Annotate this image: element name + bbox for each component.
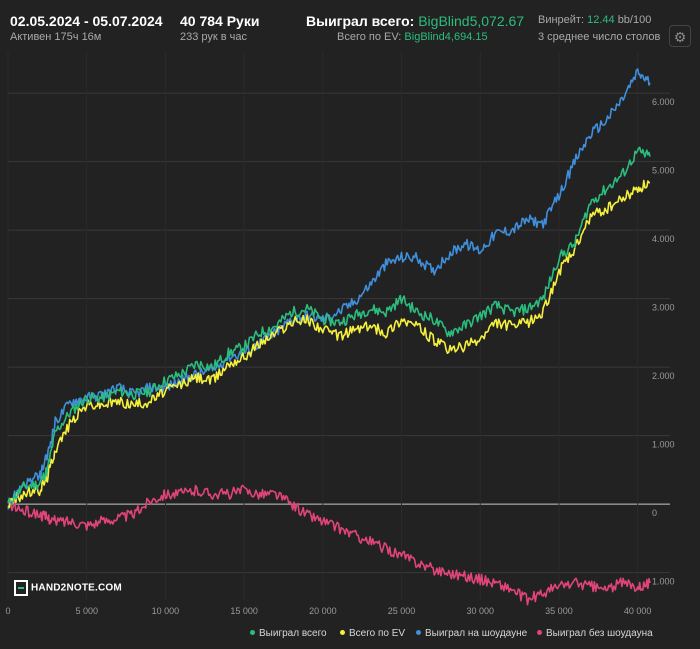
y-tick-label: 0: [652, 508, 657, 518]
gear-icon[interactable]: ⚙: [669, 25, 691, 47]
legend-label: Выиграл всего: [259, 628, 327, 639]
legend-label: Всего по EV: [349, 628, 406, 639]
legend-marker: [250, 629, 255, 635]
won-total: Выиграл всего: BigBlind5,072.67: [306, 13, 524, 29]
y-tick-label: 5.000: [652, 166, 675, 176]
series-line-won: [7, 146, 651, 505]
legend-item-won[interactable]: Выиграл всего: [250, 628, 327, 639]
y-tick-label: 2.000: [652, 371, 675, 381]
series-line-non-showdown: [7, 484, 651, 606]
ev-total-value: BigBlind4,694.15: [404, 31, 488, 43]
y-tick-label: 6.000: [652, 97, 675, 107]
winrate-value: 12.44: [587, 14, 615, 26]
y-tick-label: 3.000: [652, 303, 675, 313]
x-tick-label: 25 000: [388, 606, 416, 616]
winrate: Винрейт: 12.44 bb/100: [538, 14, 651, 26]
ev-total-label: Всего по EV:: [337, 31, 402, 43]
legend-label: Выиграл без шоудауна: [546, 628, 653, 639]
ev-total: Всего по EV: BigBlind4,694.15: [337, 31, 488, 43]
legend-label: Выиграл на шоудауне: [425, 628, 528, 639]
x-tick-label: 0: [5, 606, 10, 616]
winrate-unit: bb/100: [617, 14, 652, 26]
x-tick-label: 5 000: [75, 606, 98, 616]
x-tick-label: 15 000: [230, 606, 258, 616]
avg-tables: 3 среднее число столов: [538, 31, 661, 43]
legend: Выиграл всего Всего по EV Выиграл на шоу…: [0, 628, 700, 644]
header: 02.05.2024 - 05.07.2024 Активен 175ч 16м…: [0, 0, 700, 52]
hand2note-logo: HAND2NOTE.COM: [14, 580, 122, 596]
legend-item-ev[interactable]: Всего по EV: [340, 628, 405, 639]
active-time: Активен 175ч 16м: [10, 31, 102, 43]
logo-text: HAND2NOTE.COM: [31, 582, 122, 594]
x-tick-label: 30 000: [466, 606, 494, 616]
legend-marker: [340, 629, 345, 635]
x-tick-label: 35 000: [545, 606, 573, 616]
won-total-label: Выиграл всего:: [306, 13, 415, 29]
chart-area: 6.000 5.000 4.000 3.000 2.000 1.000 0 1.000 0 5 0…: [5, 52, 675, 616]
y-tick-label: 1.000: [652, 440, 675, 450]
series-line-showdown: [7, 68, 651, 510]
x-tick-label: 10 000: [152, 606, 180, 616]
y-tick-label: 1.000: [652, 577, 675, 587]
hands-per-hour: 233 рук в час: [180, 31, 248, 43]
y-tick-label: 4.000: [652, 234, 675, 244]
won-total-value: BigBlind5,072.67: [418, 13, 525, 29]
series-line-ev: [7, 179, 651, 509]
x-tick-label: 40 000: [624, 606, 652, 616]
legend-item-showdown[interactable]: Выиграл на шоудауне: [416, 628, 527, 639]
logo-icon: [14, 580, 28, 596]
legend-item-non-showdown[interactable]: Выиграл без шоудауна: [537, 628, 653, 639]
hands-count: 40 784 Руки: [180, 13, 260, 29]
winrate-label: Винрейт:: [538, 14, 585, 26]
x-tick-label: 20 000: [309, 606, 337, 616]
date-range[interactable]: 02.05.2024 - 05.07.2024: [10, 13, 163, 29]
legend-marker: [537, 629, 542, 635]
legend-marker: [416, 629, 421, 635]
